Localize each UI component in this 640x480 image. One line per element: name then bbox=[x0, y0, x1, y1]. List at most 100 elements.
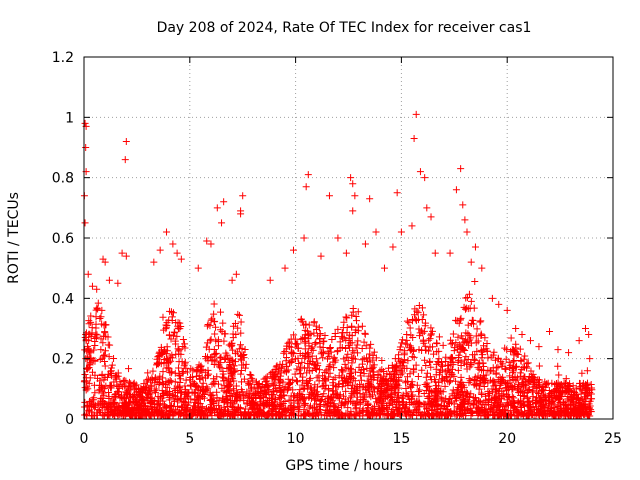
background-sample-point bbox=[481, 334, 489, 342]
background-sample-point bbox=[276, 393, 284, 401]
data-point bbox=[546, 328, 554, 336]
background-sample-point bbox=[477, 403, 485, 411]
background-sample-point bbox=[382, 392, 390, 400]
background-sample-point bbox=[247, 399, 255, 407]
data-point bbox=[334, 234, 342, 242]
data-point bbox=[101, 258, 109, 266]
background-sample-point bbox=[505, 412, 513, 420]
background-sample-point bbox=[237, 329, 245, 337]
background-sample-point bbox=[287, 396, 295, 404]
background-sample-point bbox=[485, 396, 493, 404]
background-sample-point bbox=[204, 385, 212, 393]
background-sample-point bbox=[413, 408, 421, 416]
background-sample-point bbox=[241, 392, 249, 400]
background-sample-point bbox=[246, 371, 254, 379]
background-sample-point bbox=[350, 410, 358, 418]
background-sample-point bbox=[466, 336, 474, 344]
background-sample-point bbox=[428, 327, 436, 335]
background-sample-point bbox=[281, 398, 289, 406]
background-sample-point bbox=[163, 404, 171, 412]
background-sample-point bbox=[535, 362, 543, 370]
background-sample-point bbox=[402, 412, 410, 420]
background-sample-point bbox=[403, 317, 411, 325]
background-sample-point bbox=[202, 343, 210, 351]
background-sample-point bbox=[439, 341, 447, 349]
background-sample-point bbox=[469, 394, 477, 402]
background-sample-point bbox=[353, 341, 361, 349]
background-sample-point bbox=[465, 375, 473, 383]
background-sample-point bbox=[378, 407, 386, 415]
background-sample-point bbox=[357, 376, 365, 384]
background-sample-point bbox=[185, 389, 193, 397]
background-sample-point bbox=[93, 333, 101, 341]
background-sample-point bbox=[176, 409, 184, 417]
background-sample-point bbox=[470, 320, 478, 328]
background-sample-point bbox=[285, 384, 293, 392]
background-sample-point bbox=[438, 375, 446, 383]
background-sample-point bbox=[440, 412, 448, 420]
background-sample-point bbox=[366, 412, 374, 420]
background-sample-point bbox=[105, 353, 113, 361]
background-sample-point bbox=[344, 382, 352, 390]
background-sample-point bbox=[367, 340, 375, 348]
background-sample-point bbox=[201, 353, 209, 361]
data-point bbox=[220, 198, 228, 206]
background-sample-point bbox=[314, 391, 322, 399]
background-sample-point bbox=[166, 353, 174, 361]
background-sample-point bbox=[184, 368, 192, 376]
background-sample-point bbox=[342, 387, 350, 395]
background-sample-point bbox=[408, 353, 416, 361]
data-point bbox=[535, 343, 543, 351]
background-sample-point bbox=[125, 365, 133, 373]
background-sample-point bbox=[147, 381, 155, 389]
background-sample-point bbox=[285, 381, 293, 389]
background-sample-point bbox=[287, 335, 295, 343]
background-sample-point bbox=[282, 362, 290, 370]
data-point bbox=[457, 165, 465, 173]
background-sample-point bbox=[528, 388, 536, 396]
background-sample-point bbox=[467, 339, 475, 347]
background-sample-point bbox=[339, 368, 347, 376]
background-sample-point bbox=[232, 382, 240, 390]
background-sample-point bbox=[169, 332, 177, 340]
background-sample-point bbox=[165, 379, 173, 387]
background-sample-point bbox=[459, 335, 467, 343]
background-sample-point bbox=[178, 367, 186, 375]
background-sample-point bbox=[569, 391, 577, 399]
background-sample-point bbox=[543, 380, 551, 388]
background-sample-point bbox=[352, 412, 360, 420]
background-sample-point bbox=[562, 412, 570, 420]
background-sample-point bbox=[331, 329, 339, 337]
background-sample-point bbox=[91, 335, 99, 343]
background-sample-point bbox=[182, 393, 190, 401]
background-sample-point bbox=[337, 412, 345, 420]
background-sample-point bbox=[539, 400, 547, 408]
background-sample-point bbox=[149, 367, 157, 375]
background-sample-point bbox=[471, 351, 479, 359]
background-sample-point bbox=[312, 400, 320, 408]
background-sample-point bbox=[87, 318, 95, 326]
background-sample-point bbox=[456, 342, 464, 350]
background-sample-point bbox=[85, 407, 93, 415]
background-sample-point bbox=[361, 330, 369, 338]
background-sample-point bbox=[404, 393, 412, 401]
background-sample-point bbox=[207, 316, 215, 324]
background-sample-point bbox=[432, 365, 440, 373]
background-sample-point bbox=[420, 327, 428, 335]
background-sample-point bbox=[543, 412, 551, 420]
background-sample-point bbox=[318, 395, 326, 403]
background-sample-point bbox=[119, 377, 127, 385]
background-sample-point bbox=[316, 401, 324, 409]
data-point bbox=[412, 110, 420, 118]
background-sample-point bbox=[520, 392, 528, 400]
background-sample-point bbox=[341, 360, 349, 368]
background-sample-point bbox=[483, 347, 491, 355]
background-sample-point bbox=[132, 412, 140, 420]
background-sample-point bbox=[220, 403, 228, 411]
background-sample-point bbox=[534, 376, 542, 384]
background-sample-point bbox=[101, 358, 109, 366]
background-sample-point bbox=[300, 395, 308, 403]
background-sample-point bbox=[346, 331, 354, 339]
background-sample-point bbox=[517, 408, 525, 416]
background-sample-point bbox=[492, 394, 500, 402]
